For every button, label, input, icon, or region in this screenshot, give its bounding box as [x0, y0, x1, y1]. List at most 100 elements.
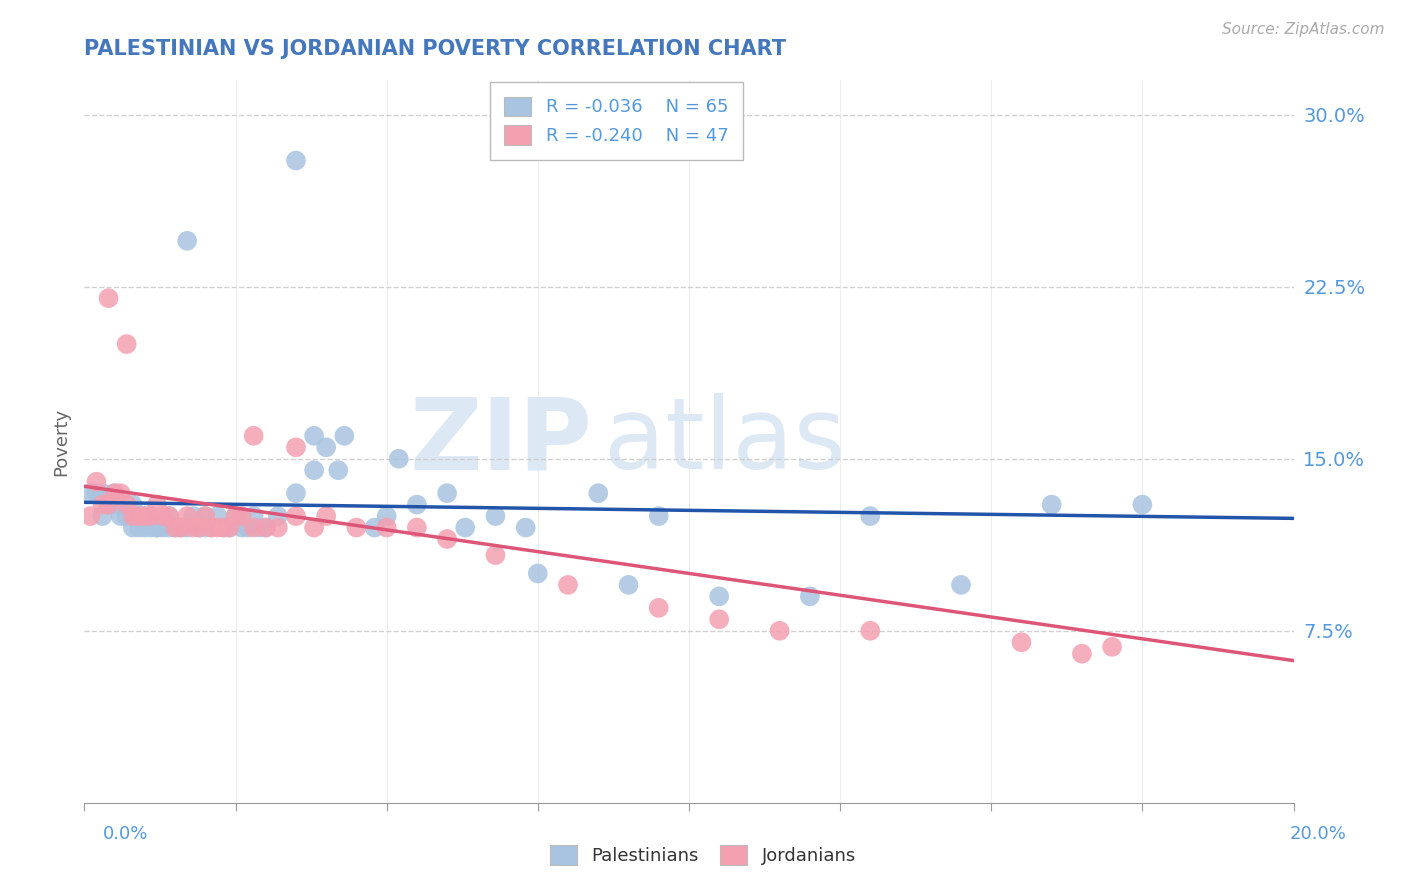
Point: [165, 520, 187, 534]
Point: [97, 291, 120, 305]
Point: [170, 520, 193, 534]
Y-axis label: Poverty: Poverty: [52, 408, 70, 475]
Legend: Palestinians, Jordanians: Palestinians, Jordanians: [543, 838, 863, 872]
Point: [588, 486, 610, 500]
Point: [406, 498, 429, 512]
Point: [115, 337, 138, 351]
Point: [436, 486, 458, 500]
Point: [194, 520, 217, 534]
Point: [188, 520, 211, 534]
Point: [1071, 647, 1094, 661]
Point: [170, 520, 193, 534]
Point: [648, 600, 671, 615]
Point: [231, 520, 253, 534]
Text: 0.0%: 0.0%: [103, 825, 148, 843]
Point: [110, 486, 132, 500]
Point: [152, 520, 174, 534]
Point: [302, 463, 325, 477]
Point: [515, 520, 537, 534]
Point: [315, 509, 337, 524]
Point: [146, 498, 169, 512]
Point: [128, 509, 150, 524]
Point: [527, 566, 550, 581]
Text: atlas: atlas: [605, 393, 846, 490]
Point: [157, 509, 180, 524]
Point: [194, 509, 217, 524]
Point: [648, 509, 671, 524]
Point: [375, 509, 398, 524]
Point: [181, 520, 204, 534]
Point: [146, 520, 169, 534]
Point: [363, 520, 385, 534]
Point: [333, 429, 356, 443]
Point: [285, 509, 308, 524]
Point: [212, 520, 235, 534]
Point: [1130, 498, 1153, 512]
Point: [176, 509, 198, 524]
Point: [128, 509, 150, 524]
Point: [375, 520, 398, 534]
Point: [242, 520, 264, 534]
Point: [157, 520, 180, 534]
Point: [218, 520, 240, 534]
Point: [207, 509, 229, 524]
Point: [134, 509, 156, 524]
Point: [267, 509, 290, 524]
Point: [115, 498, 138, 512]
Text: 20.0%: 20.0%: [1291, 825, 1347, 843]
Text: ZIP: ZIP: [409, 393, 592, 490]
Point: [86, 486, 108, 500]
Point: [121, 509, 143, 524]
Point: [139, 509, 162, 524]
Point: [267, 520, 290, 534]
Point: [225, 509, 247, 524]
Point: [91, 498, 114, 512]
Point: [242, 509, 264, 524]
Point: [104, 498, 127, 512]
Point: [194, 509, 217, 524]
Point: [484, 509, 506, 524]
Point: [328, 463, 350, 477]
Point: [254, 520, 277, 534]
Point: [139, 520, 162, 534]
Point: [121, 498, 143, 512]
Point: [128, 520, 150, 534]
Point: [859, 509, 882, 524]
Point: [231, 509, 253, 524]
Point: [285, 153, 308, 168]
Point: [139, 509, 162, 524]
Point: [1011, 635, 1033, 649]
Point: [157, 509, 180, 524]
Point: [218, 520, 240, 534]
Point: [110, 498, 132, 512]
Point: [242, 429, 264, 443]
Point: [165, 520, 187, 534]
Point: [302, 520, 325, 534]
Point: [484, 548, 506, 562]
Point: [709, 612, 731, 626]
Point: [181, 509, 204, 524]
Point: [146, 520, 169, 534]
Point: [436, 532, 458, 546]
Point: [152, 509, 174, 524]
Point: [225, 509, 247, 524]
Point: [249, 520, 271, 534]
Point: [176, 234, 198, 248]
Point: [91, 509, 114, 524]
Point: [236, 520, 259, 534]
Point: [1101, 640, 1123, 654]
Text: Source: ZipAtlas.com: Source: ZipAtlas.com: [1222, 22, 1385, 37]
Point: [302, 429, 325, 443]
Point: [200, 520, 222, 534]
Point: [104, 486, 127, 500]
Point: [134, 509, 156, 524]
Point: [950, 578, 973, 592]
Point: [121, 520, 143, 534]
Point: [709, 590, 731, 604]
Point: [315, 440, 337, 454]
Point: [79, 486, 101, 500]
Point: [97, 498, 120, 512]
Point: [1040, 498, 1063, 512]
Point: [134, 520, 156, 534]
Point: [799, 590, 821, 604]
